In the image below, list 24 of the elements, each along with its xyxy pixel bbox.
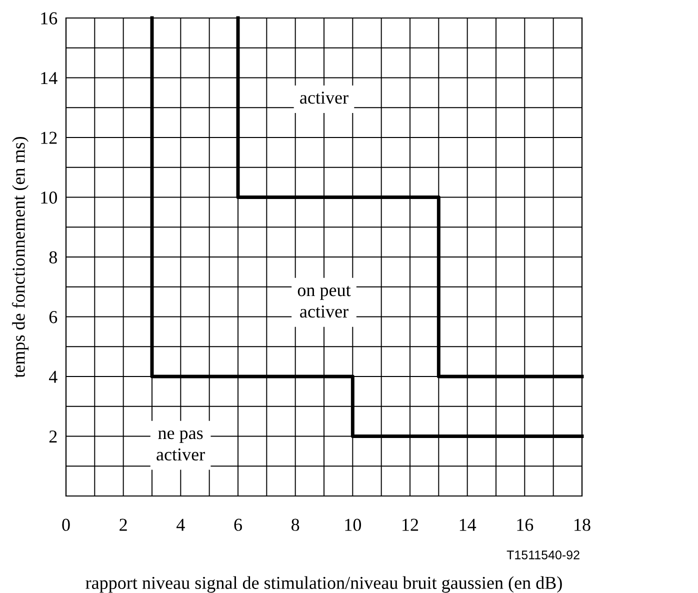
y-tick-label: 16 bbox=[41, 12, 58, 24]
x-tick-label: 2 bbox=[120, 518, 127, 531]
x-tick-label: 4 bbox=[176, 518, 185, 531]
x-tick-label: 12 bbox=[402, 518, 418, 531]
y-tick-label: 6 bbox=[49, 311, 58, 324]
annotation: on peut activer bbox=[298, 286, 351, 318]
y-tick-label: 4 bbox=[48, 370, 58, 383]
text: T1511540-92 bbox=[506, 550, 580, 560]
x-tick-label: 16 bbox=[517, 518, 534, 531]
y-axis-title: temps de fonctionnement (en ms) bbox=[12, 136, 28, 378]
annotation: activer bbox=[300, 92, 348, 104]
y-tick-label: 12 bbox=[41, 132, 57, 144]
y-tick-label: 14 bbox=[41, 72, 58, 84]
y-tick-label: 10 bbox=[41, 192, 57, 204]
x-tick-label: 14 bbox=[460, 518, 476, 531]
y-tick-label: 8 bbox=[49, 251, 57, 264]
x-tick-label: 10 bbox=[345, 518, 362, 531]
x-tick-label: 8 bbox=[292, 518, 300, 531]
x-tick-label: 0 bbox=[62, 518, 70, 531]
x-tick-label: 6 bbox=[234, 518, 242, 531]
x-axis-title: rapport niveau signal de stimulation/niveau bruit gaussien (en dB) bbox=[86, 576, 562, 593]
y-tick-label: 2 bbox=[49, 430, 57, 443]
annotation: ne pas activer bbox=[156, 430, 205, 461]
x-tick-label: 18 bbox=[574, 518, 590, 531]
